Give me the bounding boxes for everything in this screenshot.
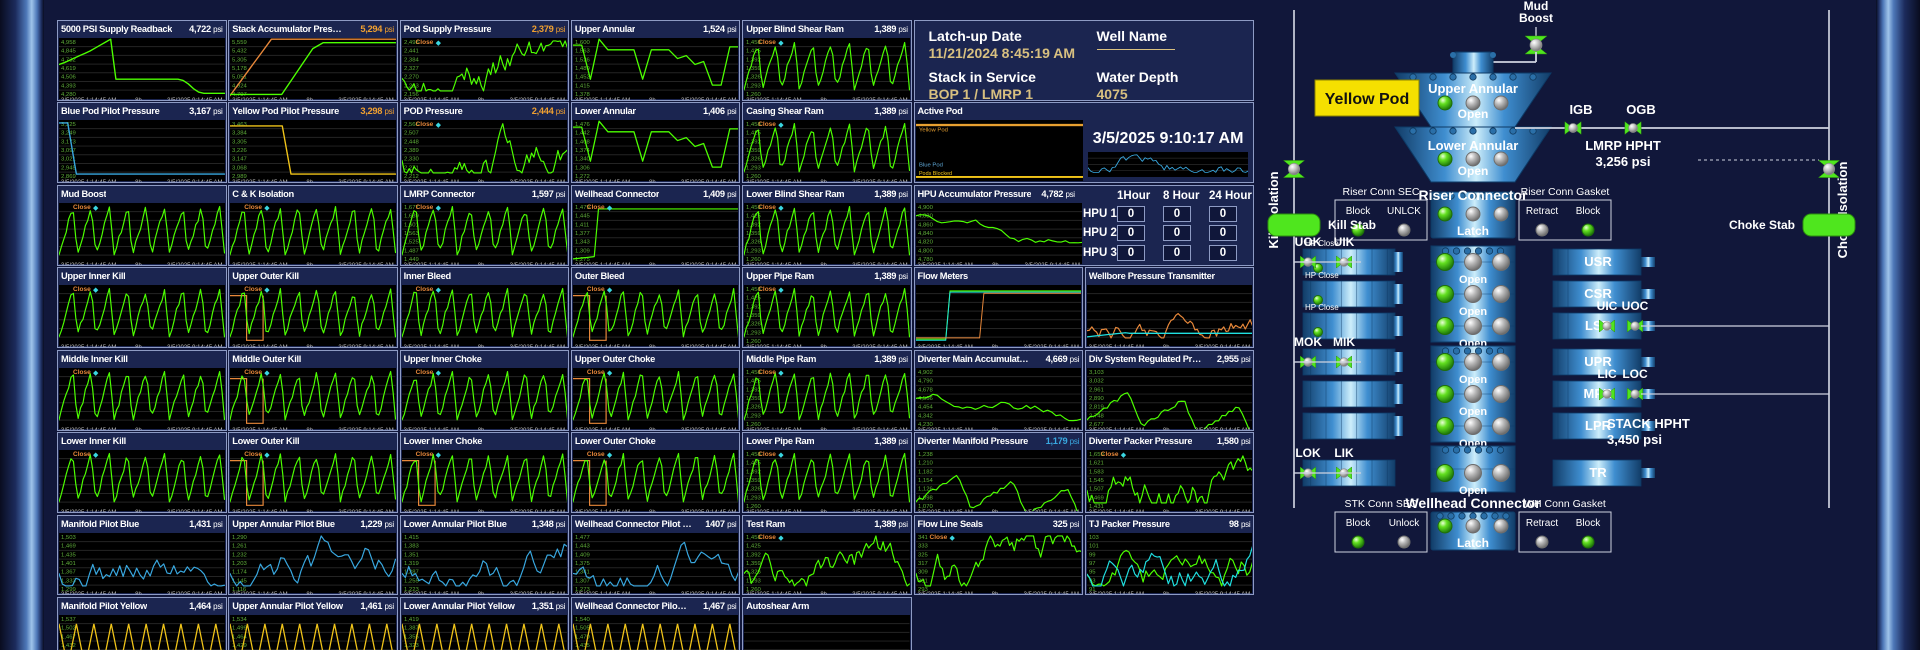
svg-text:USR: USR (1584, 254, 1612, 269)
svg-text:LIK: LIK (1334, 446, 1354, 460)
svg-text:Latch: Latch (1457, 536, 1489, 550)
svg-text:Unlock: Unlock (1389, 518, 1421, 529)
svg-text:3,450 psi: 3,450 psi (1607, 432, 1662, 447)
svg-text:STK Conn SEC: STK Conn SEC (1345, 498, 1418, 510)
svg-text:Riser Conn Gasket: Riser Conn Gasket (1521, 186, 1610, 198)
svg-text:3,256 psi: 3,256 psi (1596, 154, 1651, 169)
svg-text:Block: Block (1576, 518, 1601, 529)
svg-text:UNLCK: UNLCK (1387, 206, 1421, 217)
svg-text:Retract: Retract (1526, 518, 1558, 529)
svg-text:TR: TR (1589, 465, 1607, 480)
svg-text:Kill Isolation: Kill Isolation (1266, 171, 1281, 248)
svg-text:MOK: MOK (1294, 335, 1322, 349)
svg-text:LIC: LIC (1597, 367, 1617, 381)
svg-text:Boost: Boost (1519, 11, 1553, 25)
svg-text:UIC: UIC (1597, 299, 1618, 313)
svg-text:WH Conn Gasket: WH Conn Gasket (1524, 498, 1606, 510)
svg-text:Block: Block (1346, 518, 1371, 529)
svg-text:UOC: UOC (1622, 299, 1649, 313)
svg-text:HP Close: HP Close (1305, 303, 1339, 312)
svg-text:Retract: Retract (1526, 206, 1558, 217)
svg-text:Choke Stab: Choke Stab (1729, 218, 1795, 232)
svg-text:UOK: UOK (1295, 235, 1322, 249)
svg-text:Latch: Latch (1457, 224, 1489, 238)
svg-text:Upper Annular: Upper Annular (1428, 81, 1518, 96)
svg-text:Open: Open (1459, 274, 1487, 286)
svg-text:Lower Annular: Lower Annular (1428, 138, 1519, 153)
svg-text:STACK HPHT: STACK HPHT (1607, 416, 1690, 431)
svg-text:Riser Conn SEC: Riser Conn SEC (1342, 186, 1419, 198)
svg-text:Riser Connector: Riser Connector (1419, 187, 1528, 203)
svg-text:MIK: MIK (1333, 335, 1355, 349)
svg-text:Open: Open (1459, 374, 1487, 386)
svg-text:Kill Stab: Kill Stab (1328, 218, 1376, 232)
svg-text:Block: Block (1576, 206, 1601, 217)
svg-text:Open: Open (1459, 306, 1487, 318)
svg-text:Yellow Pod: Yellow Pod (1325, 91, 1409, 108)
svg-text:UIK: UIK (1334, 235, 1355, 249)
svg-text:Block: Block (1346, 206, 1371, 217)
svg-text:IGB: IGB (1569, 102, 1592, 117)
svg-text:Open: Open (1458, 164, 1489, 178)
svg-text:HP Close: HP Close (1305, 271, 1339, 280)
svg-text:LOC: LOC (1622, 367, 1648, 381)
svg-text:Open: Open (1458, 107, 1489, 121)
svg-text:Open: Open (1459, 406, 1487, 418)
svg-text:LMRP HPHT: LMRP HPHT (1585, 138, 1661, 153)
svg-text:LOK: LOK (1295, 446, 1321, 460)
svg-text:OGB: OGB (1626, 102, 1656, 117)
svg-text:Wellhead Connector: Wellhead Connector (1405, 495, 1541, 511)
